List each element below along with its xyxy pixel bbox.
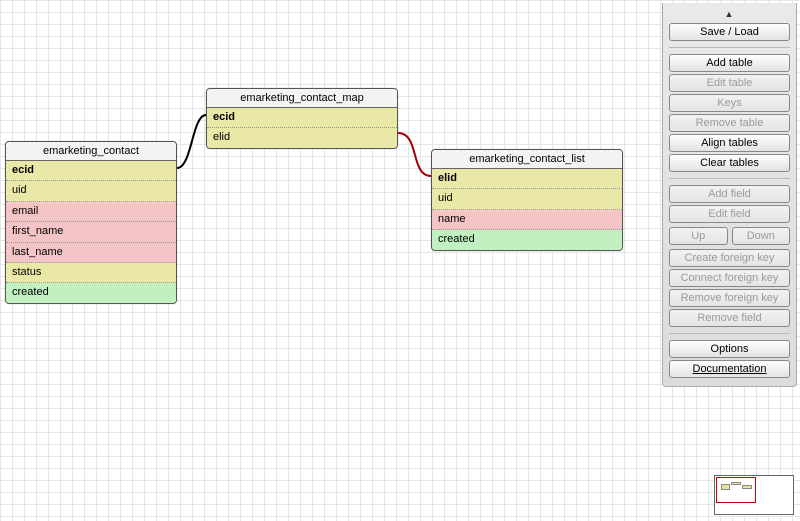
documentation-button[interactable]: Documentation xyxy=(669,360,790,378)
field-elid[interactable]: elid xyxy=(207,128,397,147)
field-up-button: Up xyxy=(669,227,728,245)
db-table-t2[interactable]: emarketing_contact_mapecidelid xyxy=(206,88,398,149)
minimap[interactable] xyxy=(714,475,794,515)
remove-fk-button: Remove foreign key xyxy=(669,289,790,307)
create-fk-button: Create foreign key xyxy=(669,249,790,267)
clear-tables-button[interactable]: Clear tables xyxy=(669,154,790,172)
table-title[interactable]: emarketing_contact_list xyxy=(432,150,622,169)
field-first_name[interactable]: first_name xyxy=(6,222,176,242)
db-table-t1[interactable]: emarketing_contacteciduidemailfirst_name… xyxy=(5,141,177,304)
table-title[interactable]: emarketing_contact xyxy=(6,142,176,161)
options-button[interactable]: Options xyxy=(669,340,790,358)
toolbar-sidebar: ▲ Save / Load Add table Edit table Keys Remo… xyxy=(662,3,797,387)
save-load-button[interactable]: Save / Load xyxy=(669,23,790,41)
remove-table-button: Remove table xyxy=(669,114,790,132)
field-ecid[interactable]: ecid xyxy=(6,161,176,181)
field-email[interactable]: email xyxy=(6,202,176,222)
field-elid[interactable]: elid xyxy=(432,169,622,189)
table-title[interactable]: emarketing_contact_map xyxy=(207,89,397,108)
field-uid[interactable]: uid xyxy=(432,189,622,209)
field-created[interactable]: created xyxy=(6,283,176,302)
minimap-table xyxy=(742,485,752,489)
minimap-viewport[interactable] xyxy=(716,477,756,503)
field-ecid[interactable]: ecid xyxy=(207,108,397,128)
field-down-button: Down xyxy=(732,227,791,245)
field-uid[interactable]: uid xyxy=(6,181,176,201)
edit-table-button: Edit table xyxy=(669,74,790,92)
connect-fk-button: Connect foreign key xyxy=(669,269,790,287)
remove-field-button: Remove field xyxy=(669,309,790,327)
align-tables-button[interactable]: Align tables xyxy=(669,134,790,152)
field-last_name[interactable]: last_name xyxy=(6,243,176,263)
minimap-table xyxy=(721,484,730,490)
db-table-t3[interactable]: emarketing_contact_listeliduidnamecreate… xyxy=(431,149,623,251)
add-field-button: Add field xyxy=(669,185,790,203)
add-table-button[interactable]: Add table xyxy=(669,54,790,72)
minimap-table xyxy=(731,482,741,485)
field-status[interactable]: status xyxy=(6,263,176,283)
edit-field-button: Edit field xyxy=(669,205,790,223)
field-created[interactable]: created xyxy=(432,230,622,249)
sidebar-collapse-handle[interactable]: ▲ xyxy=(669,9,790,19)
field-name[interactable]: name xyxy=(432,210,622,230)
keys-button: Keys xyxy=(669,94,790,112)
